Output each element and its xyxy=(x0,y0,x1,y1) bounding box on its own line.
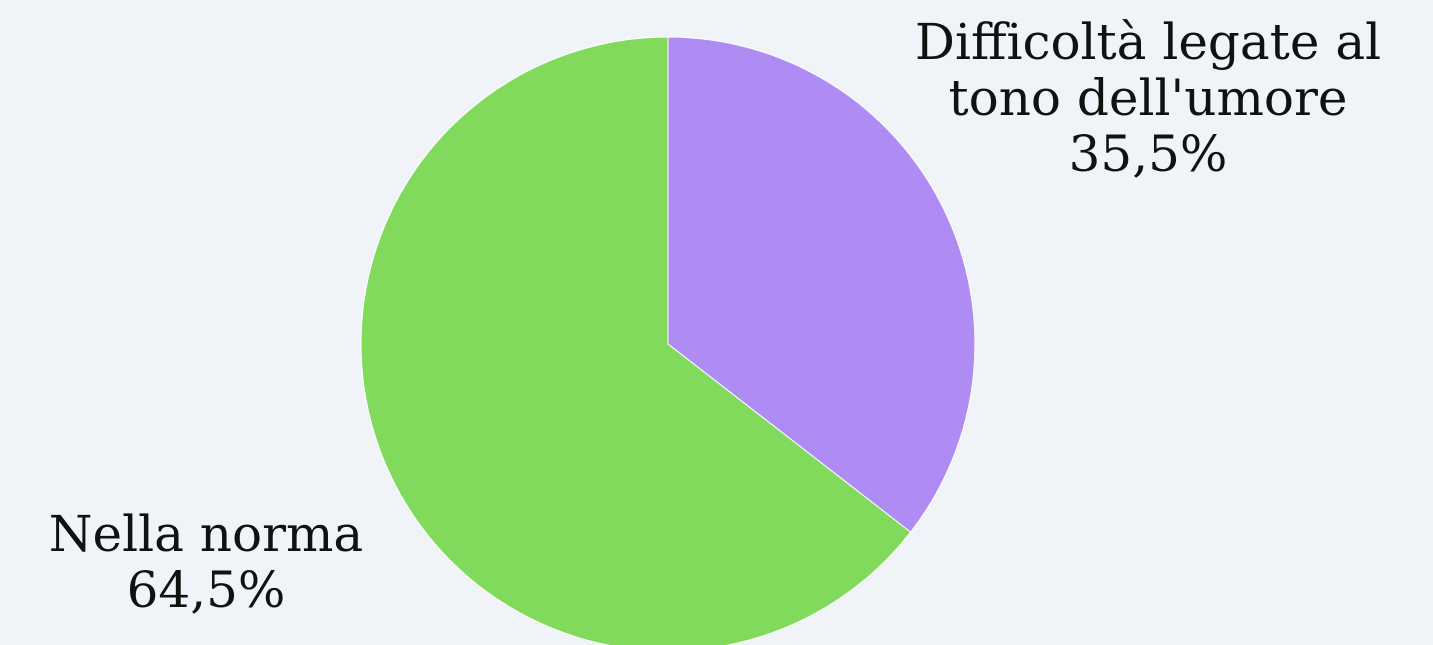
pie-slice-mood-difficulties xyxy=(667,36,976,533)
pie-slice-normal xyxy=(360,36,912,645)
slice-label-mood-line-2: tono dell'umore xyxy=(948,69,1348,127)
slice-label-mood-difficulties: Difficoltà legate al tono dell'umore 35,… xyxy=(890,14,1406,182)
slice-label-mood-line-1: Difficoltà legate al xyxy=(914,13,1382,71)
slice-label-normal: Nella norma 64,5% xyxy=(16,506,396,618)
slice-value-mood: 35,5% xyxy=(1068,125,1228,183)
slice-label-normal-line-1: Nella norma xyxy=(48,505,364,563)
slice-value-normal: 64,5% xyxy=(126,561,286,619)
